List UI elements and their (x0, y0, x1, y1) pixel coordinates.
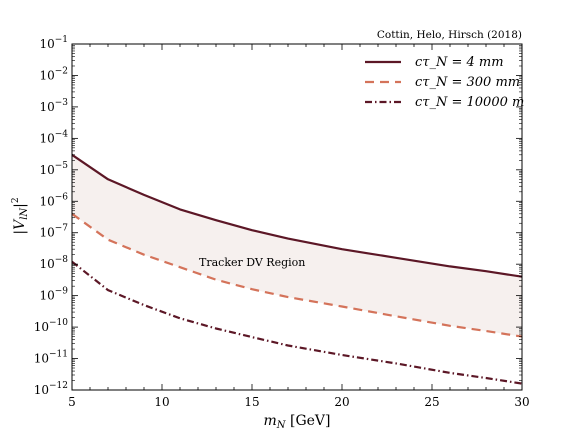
x-tick-label: 30 (514, 395, 529, 409)
ticks-layer: 5 10 15 20 25 30 10−12 10−11 10−10 10−9 10−8 10−7 10… (34, 35, 530, 409)
x-tick-label: 10 (154, 395, 169, 409)
legend: cτ_N = 4 mm cτ_N = 300 mm cτ_N = 10000 m (365, 55, 524, 110)
y-tick-label: 10−1 (39, 35, 68, 51)
legend-label-0: cτ_N = 4 mm (415, 55, 504, 70)
series-line-0 (71, 153, 523, 278)
y-tick-label: 10−5 (39, 161, 68, 177)
x-tick-label: 25 (424, 395, 439, 409)
x-tick-label: 5 (68, 395, 76, 409)
y-tick-label: 10−9 (39, 287, 68, 303)
series-line-2 (71, 260, 523, 385)
series-layer (71, 153, 523, 385)
y-tick-label: 10−3 (39, 98, 68, 114)
x-tick-label: 20 (334, 395, 349, 409)
legend-label-1: cτ_N = 300 mm (415, 75, 520, 90)
x-tick-label: 15 (244, 395, 259, 409)
series-line-1 (71, 212, 523, 338)
y-tick-label: 10−4 (39, 129, 68, 145)
plot-frame (71, 43, 523, 391)
y-tick-label: 10−6 (39, 192, 68, 208)
x-axis-label: mN [GeV] (264, 413, 331, 431)
region-label: Tracker DV Region (199, 256, 305, 269)
tracker-dv-region (72, 154, 522, 337)
y-tick-label: 10−12 (34, 381, 68, 397)
y-tick-label: 10−2 (39, 66, 68, 82)
y-tick-label: 10−11 (34, 350, 68, 366)
y-axis-label: |VlN|2 (11, 197, 30, 234)
y-tick-label: 10−8 (39, 255, 68, 271)
y-tick-label: 10−10 (34, 318, 69, 334)
axes-layer (71, 43, 523, 391)
citation-text: Cottin, Helo, Hirsch (2018) (377, 29, 522, 41)
region-layer (72, 154, 522, 337)
legend-label-2: cτ_N = 10000 m (415, 95, 524, 110)
y-tick-label: 10−7 (39, 224, 68, 240)
